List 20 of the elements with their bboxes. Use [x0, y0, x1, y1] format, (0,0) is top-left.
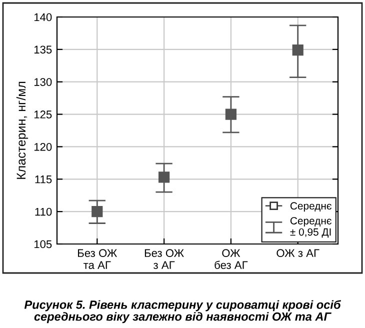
- y-tick-label: 125: [34, 110, 52, 118]
- y-tick-label: 105: [34, 240, 52, 248]
- y-tick-label: 130: [34, 78, 52, 86]
- x-tick-label: ОЖ без АГ: [214, 249, 248, 269]
- point: [225, 108, 237, 120]
- text: Середнє: [290, 202, 332, 212]
- text: Рисунок 5. Рівень кластерину у сироватці крові осіб середнього віку залежно від наявності ОЖ та АГ: [24, 300, 342, 324]
- y-tick-label: 140: [34, 13, 52, 22]
- x-tick-label: Без ОЖ та АГ: [78, 249, 118, 269]
- y-tick-label: 135: [34, 46, 52, 54]
- point: [292, 44, 304, 56]
- point: [158, 172, 170, 183]
- y-axis-title: Кластерин, нг/мл: [16, 82, 28, 179]
- y-tick-label: 110: [35, 208, 52, 216]
- y-tick-label: 115: [35, 176, 52, 184]
- x-tick-label: ОЖ з АГ: [276, 249, 320, 258]
- x-tick-label: Без ОЖ з АГ: [144, 249, 184, 269]
- annotation: Середнє ± 0,95 ДІ: [290, 217, 332, 238]
- y-tick-label: 120: [34, 142, 52, 151]
- point: [92, 206, 103, 218]
